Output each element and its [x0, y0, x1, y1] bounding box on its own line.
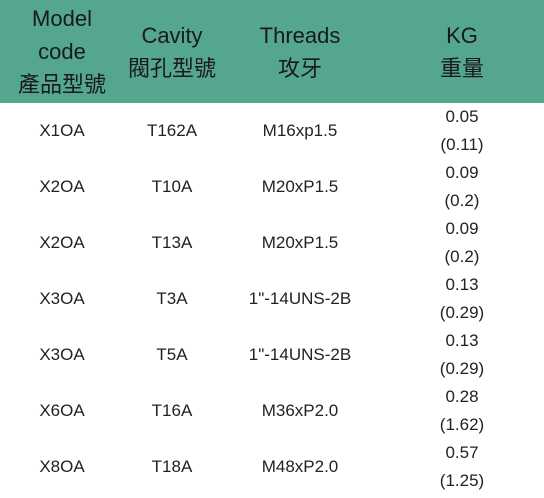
- cell-text: X6OA: [39, 401, 85, 420]
- table-cell: T10A: [122, 159, 222, 215]
- table-cell: T162A: [122, 103, 222, 159]
- cell-text: (0.2): [444, 247, 480, 266]
- table-cell: M20xP1.5: [220, 159, 380, 215]
- table-cell: 1"-14UNS-2B: [220, 327, 380, 383]
- cell-text: X2OA: [39, 233, 85, 252]
- cell-text: (1.25): [439, 471, 485, 490]
- table-cell: X3OA: [0, 327, 124, 383]
- cell-text: T162A: [146, 121, 198, 140]
- cell-text: M36xP2.0: [261, 401, 339, 420]
- cell-text: M20xP1.5: [261, 177, 339, 196]
- table-cell: 0.05 (0.11): [397, 103, 527, 159]
- header-cell: Cavity 閥孔型號: [122, 0, 222, 103]
- cell-text: 0.57: [445, 443, 479, 462]
- header-text: Model: [32, 6, 92, 31]
- cell-text: (0.11): [440, 135, 484, 154]
- header-text: KG: [446, 22, 478, 48]
- cell-text: 0.13: [445, 331, 479, 350]
- table-cell: 0.09 (0.2): [397, 215, 527, 271]
- cell-text: 0.09: [445, 219, 479, 238]
- cell-text: T5A: [156, 345, 188, 364]
- cell-text: (0.29): [439, 303, 485, 322]
- header-cell: KG 重量: [397, 0, 527, 103]
- table-cell: X2OA: [0, 215, 124, 271]
- table-header: [0, 0, 544, 103]
- table-cell: T5A: [122, 327, 222, 383]
- table-cell: X8OA: [0, 439, 124, 495]
- header-text: code: [38, 39, 86, 64]
- table-cell: X3OA: [0, 271, 124, 327]
- cell-text: 0.05: [445, 107, 479, 126]
- cell-text: T10A: [151, 177, 193, 196]
- table-cell: 0.09 (0.2): [397, 159, 527, 215]
- table-cell: 0.13 (0.29): [397, 271, 527, 327]
- header-text: 閥孔型號: [127, 55, 216, 81]
- table-cell: T18A: [122, 439, 222, 495]
- header-text: 產品型號: [17, 72, 106, 97]
- table-cell: X6OA: [0, 383, 124, 439]
- table-cell: 1"-14UNS-2B: [220, 271, 380, 327]
- table-cell: T3A: [122, 271, 222, 327]
- table-cell: M36xP2.0: [220, 383, 380, 439]
- table-cell: M16xp1.5: [220, 103, 380, 159]
- cell-text: M16xp1.5: [262, 121, 338, 140]
- header-cell: Threads 攻牙: [220, 0, 380, 103]
- cell-text: T16A: [151, 401, 193, 420]
- header-text: 攻牙: [277, 55, 322, 81]
- table-cell: 0.13 (0.29): [397, 327, 527, 383]
- cell-text: T13A: [151, 233, 193, 252]
- cell-text: X3OA: [39, 289, 85, 308]
- cell-text: (0.2): [444, 191, 480, 210]
- cell-text: 0.09: [445, 163, 479, 182]
- header-text: 重量: [439, 55, 484, 81]
- table-cell: 0.57 (1.25): [397, 439, 527, 495]
- cell-text: X8OA: [39, 457, 85, 476]
- cell-text: 1"-14UNS-2B: [248, 345, 352, 364]
- cell-text: X2OA: [39, 177, 85, 196]
- cell-text: X1OA: [39, 121, 85, 140]
- table-cell: T16A: [122, 383, 222, 439]
- cell-text: (0.29): [439, 359, 485, 378]
- cell-text: X3OA: [39, 345, 85, 364]
- table-cell: M48xP2.0: [220, 439, 380, 495]
- cell-text: T3A: [156, 289, 188, 308]
- cell-text: 0.13: [445, 275, 479, 294]
- header-cell: Model code 產品型號: [0, 0, 124, 103]
- cell-text: (1.62): [439, 415, 485, 434]
- cell-text: T18A: [151, 457, 193, 476]
- table-cell: 0.28 (1.62): [397, 383, 527, 439]
- table-cell: X1OA: [0, 103, 124, 159]
- cell-text: M48xP2.0: [261, 457, 339, 476]
- table-cell: T13A: [122, 215, 222, 271]
- cell-text: M20xP1.5: [261, 233, 339, 252]
- table-cell: X2OA: [0, 159, 124, 215]
- cell-text: 0.28: [445, 387, 479, 406]
- table-cell: M20xP1.5: [220, 215, 380, 271]
- header-text: Threads: [259, 22, 341, 48]
- cell-text: 1"-14UNS-2B: [248, 289, 352, 308]
- header-text: Cavity: [141, 22, 203, 48]
